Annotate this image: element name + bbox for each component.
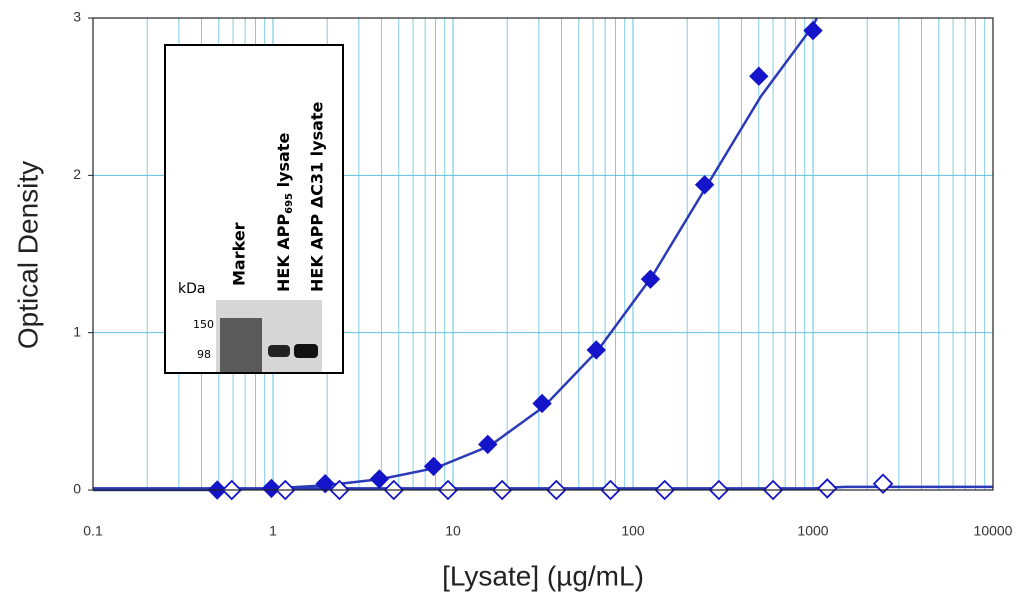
- point: [369, 469, 390, 489]
- gel-band: [268, 345, 290, 357]
- point: [803, 20, 823, 41]
- x-tick-label: 1: [269, 523, 277, 539]
- x-tick-label: 1000: [797, 523, 828, 539]
- point: [586, 340, 606, 360]
- lane-text: HEK APP: [274, 214, 293, 292]
- y-tick-label: 0: [73, 481, 81, 497]
- point: [423, 456, 444, 477]
- x-tick-label: 10000: [974, 523, 1013, 539]
- plot-frame: [92, 17, 994, 491]
- x-tick-label: 100: [621, 523, 645, 539]
- point: [478, 434, 498, 455]
- x-tick-label: 10: [445, 523, 461, 539]
- inset-marker-label: 150: [193, 318, 214, 331]
- lane-sub: 695: [284, 193, 295, 214]
- inset-kda: kDa: [178, 281, 205, 297]
- y-tick-label: 1: [73, 323, 81, 339]
- x-axis-title: [Lysate] (µg/mL): [442, 560, 644, 591]
- point: [315, 473, 335, 494]
- inset-lane-label: Marker: [230, 222, 249, 286]
- lane-text: lysate: [274, 133, 293, 193]
- x-tick-label: 0.1: [83, 523, 103, 539]
- inset-lane-label: HEK APP ΔC31 lysate: [308, 101, 327, 292]
- y-tick-label: 3: [73, 9, 81, 25]
- inset-lane-label: HEK APP695 lysate: [274, 133, 296, 292]
- y-axis-title: Optical Density: [12, 161, 43, 349]
- gel-band: [294, 344, 318, 358]
- inset: kDa 150 98 Marker HEK APP695 lysate HEK …: [164, 44, 344, 374]
- gel-band: [220, 318, 262, 372]
- point: [816, 478, 838, 499]
- point: [872, 473, 894, 494]
- inset-marker-label: 98: [197, 348, 211, 361]
- point: [749, 66, 769, 86]
- point: [532, 393, 552, 414]
- point: [261, 478, 282, 499]
- point: [640, 269, 661, 289]
- point: [694, 175, 715, 195]
- y-tick-label: 2: [73, 166, 81, 182]
